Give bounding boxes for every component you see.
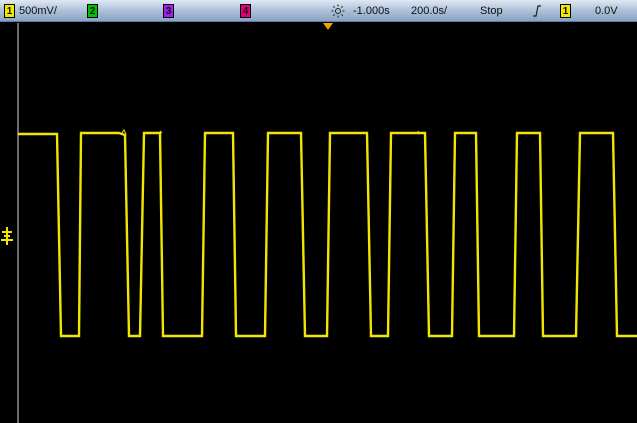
status-bar: 1 500mV/ 2 3 4 -1.000s 200.0s/ Sto [0,0,637,22]
channel1-scale-group[interactable]: 1 500mV/ [4,0,57,22]
channel3-group[interactable]: 3 [163,0,174,22]
brightness-icon[interactable] [331,0,345,22]
ground-reference-icon[interactable] [0,226,14,246]
waveform-display [17,23,637,423]
trigger-channel-badge[interactable]: 1 [560,4,571,18]
rising-edge-trigger-icon[interactable] [532,0,542,22]
trigger-source-group[interactable]: 1 [560,0,571,22]
channel4-badge[interactable]: 4 [240,4,251,18]
channel3-badge[interactable]: 3 [163,4,174,18]
channel2-group[interactable]: 2 [87,0,98,22]
channel4-group[interactable]: 4 [240,0,251,22]
time-offset[interactable]: -1.000s [353,5,390,17]
waveform-noise [121,129,421,135]
trigger-position-marker[interactable] [323,23,333,30]
channel1-scale: 500mV/ [19,5,57,17]
channel1-badge[interactable]: 1 [4,4,15,18]
run-state[interactable]: Stop [480,5,503,17]
channel2-badge[interactable]: 2 [87,4,98,18]
time-scale[interactable]: 200.0s/ [411,5,448,17]
trigger-level[interactable]: 0.0V [595,5,618,17]
channel1-square-waveform [18,131,637,338]
